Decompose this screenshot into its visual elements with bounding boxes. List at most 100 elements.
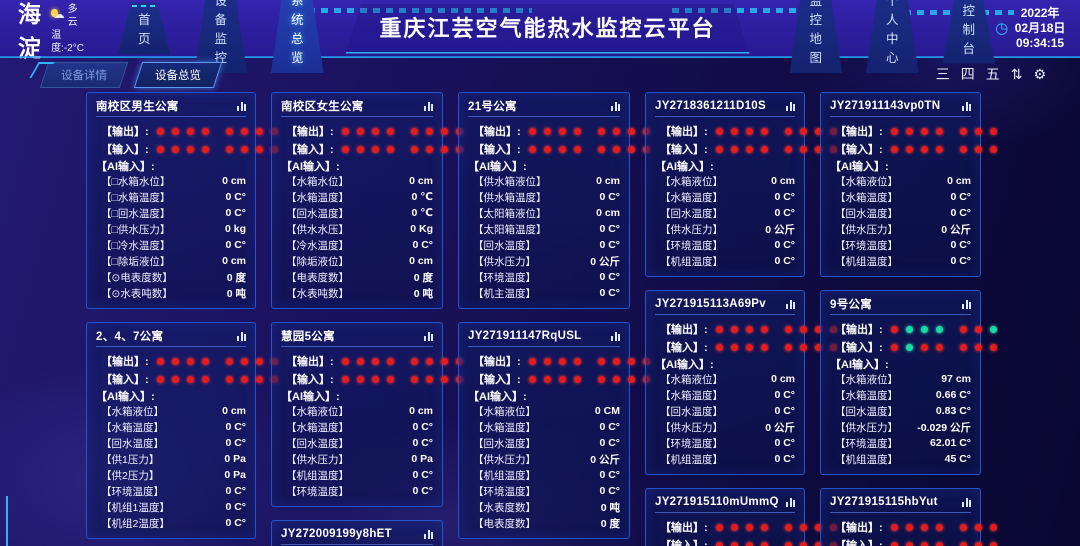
output-row: 【输出】: [830, 122, 997, 140]
sensor-row: 【水表度数】 0 吨 [468, 499, 620, 515]
sensor-label: 【太阳箱液位】 [473, 207, 547, 220]
tab-设备详情[interactable]: 设备详情 [39, 62, 129, 88]
sensor-value: 0 度 [226, 271, 246, 284]
status-dot-red [785, 127, 792, 135]
sort-icon[interactable]: ⇅ [1010, 65, 1023, 82]
sensor-label: 【⊙电表度数】 [101, 271, 173, 284]
status-dot-red [241, 127, 248, 135]
sensor-value: 0 C° [599, 271, 620, 283]
sensor-value: 0 C° [599, 437, 620, 449]
sensor-row: 【回水温度】 0 C° [830, 205, 971, 221]
device-card-header: JY2718361211D10S [655, 98, 795, 117]
settings-gear-icon[interactable]: ⚙ [1033, 65, 1046, 82]
sensor-value: 0 C° [412, 239, 433, 251]
output-row: 【输出】: [281, 352, 463, 370]
status-dot-red [921, 523, 928, 531]
sensor-value: 0 公斤 [590, 453, 620, 466]
status-dot-red [936, 127, 943, 135]
tab-设备总览[interactable]: 设备总览 [133, 62, 223, 88]
bar-chart-icon[interactable] [611, 331, 620, 341]
sensor-label: 【水箱液位】 [101, 405, 164, 418]
sensor-row: 【水箱温度】 0 C° [830, 189, 971, 205]
sensor-value: 0 C° [412, 437, 433, 449]
status-dot-red [202, 375, 209, 383]
status-dot-red [544, 375, 551, 383]
output-row: 【输出】: [655, 320, 837, 338]
bar-chart-icon[interactable] [962, 497, 971, 507]
device-card-title: JY271915115hbYut [830, 495, 938, 508]
input-row-label: 【输入】: [286, 144, 334, 156]
status-dot-red [800, 145, 807, 153]
output-row: 【输出】: [468, 352, 650, 370]
sensor-value: 0 C° [599, 485, 620, 497]
sensor-label: 【□水箱水位】 [101, 175, 171, 188]
status-dot-red [157, 375, 164, 383]
sensor-label: 【供水箱液位】 [473, 175, 547, 188]
sensor-row: 【水箱液位】 0 cm [281, 403, 433, 419]
status-dot-red [529, 145, 536, 153]
status-dots [716, 145, 837, 153]
device-card: 21号公寓 【输出】: 【输入】: 【AI输入】: 【供水箱液位】 0 cm 【供水箱温度】… [458, 92, 650, 309]
bar-chart-icon[interactable] [786, 299, 795, 309]
bar-chart-icon[interactable] [424, 101, 433, 111]
columns-3-button[interactable]: 三 [935, 66, 950, 82]
device-card: JY271915110mUmmQ 【输出】: 【输入】: [645, 488, 837, 546]
nav-item-首页[interactable]: 首页 [118, 3, 171, 54]
bar-chart-icon[interactable] [962, 101, 971, 111]
device-card-header: 9号公寓 [830, 296, 971, 315]
view-toolbar: 三 四 五 ⇅ ⚙ [936, 64, 1046, 84]
bar-chart-icon[interactable] [237, 101, 246, 111]
sensor-label: 【机组温度】 [660, 255, 723, 268]
device-card-title: JY271911147RqUSL [468, 329, 582, 342]
sensor-value: 0 C° [412, 485, 433, 497]
device-card: 慧园5公寓 【输出】: 【输入】: 【AI输入】: 【水箱液位】 0 cm 【水箱温度】 0 … [271, 322, 463, 507]
device-card-header: JY271911143vp0TN [830, 98, 971, 117]
sensor-row: 【供2压力】 0 Pa [96, 467, 246, 483]
sensor-label: 【电表度数】 [473, 517, 536, 530]
sensor-row: 【回水温度】 0 C° [96, 435, 246, 451]
status-dot-red [960, 541, 967, 546]
sensor-value: 0 cm [596, 207, 620, 219]
sensor-row: 【供水压力】 0 Pa [281, 451, 433, 467]
status-dot-red [785, 343, 792, 351]
sensor-row: 【电表度数】 0 度 [281, 269, 433, 285]
status-dot-red [761, 523, 768, 531]
status-dot-red [256, 375, 263, 383]
ai-input-label: 【AI输入】: [468, 161, 527, 173]
sensor-value: 0 C° [225, 501, 246, 513]
input-row: 【输入】: [96, 140, 278, 158]
status-dot-red [441, 145, 448, 153]
sensor-row: 【回水温度】 0 C° [468, 237, 620, 253]
device-card: JY271911143vp0TN 【输出】: 【输入】: 【AI输入】: 【水箱液位】 0… [820, 92, 997, 277]
status-dot-red [936, 523, 943, 531]
status-dot-red [202, 357, 209, 365]
status-dot-red [975, 325, 982, 333]
columns-5-button[interactable]: 五 [985, 66, 1000, 82]
status-dot-red [342, 127, 349, 135]
status-dot-red [761, 325, 768, 333]
bar-chart-icon[interactable] [424, 529, 433, 539]
sensor-label: 【机组温度】 [835, 453, 898, 466]
status-dots [716, 127, 837, 135]
status-dot-red [387, 145, 394, 153]
status-dot-red [746, 127, 753, 135]
status-dot-red [785, 523, 792, 531]
device-card-title: 9号公寓 [830, 298, 873, 311]
sensor-value: 0 C° [774, 239, 795, 251]
status-dot-red [529, 127, 536, 135]
bar-chart-icon[interactable] [786, 101, 795, 111]
bar-chart-icon[interactable] [786, 497, 795, 507]
bar-chart-icon[interactable] [237, 331, 246, 341]
columns-4-button[interactable]: 四 [960, 66, 975, 82]
sensor-label: 【太阳箱温度】 [473, 223, 547, 236]
sensor-row: 【机主温度】 0 C° [468, 285, 620, 301]
bar-chart-icon[interactable] [611, 101, 620, 111]
status-dot-red [441, 375, 448, 383]
bar-chart-icon[interactable] [962, 299, 971, 309]
sensor-label: 【水箱液位】 [835, 175, 898, 188]
status-dot-red [598, 357, 605, 365]
output-row-label: 【输出】: [101, 356, 149, 368]
bar-chart-icon[interactable] [424, 331, 433, 341]
status-dot-red [815, 325, 822, 333]
sensor-value: 0 吨 [600, 501, 620, 514]
